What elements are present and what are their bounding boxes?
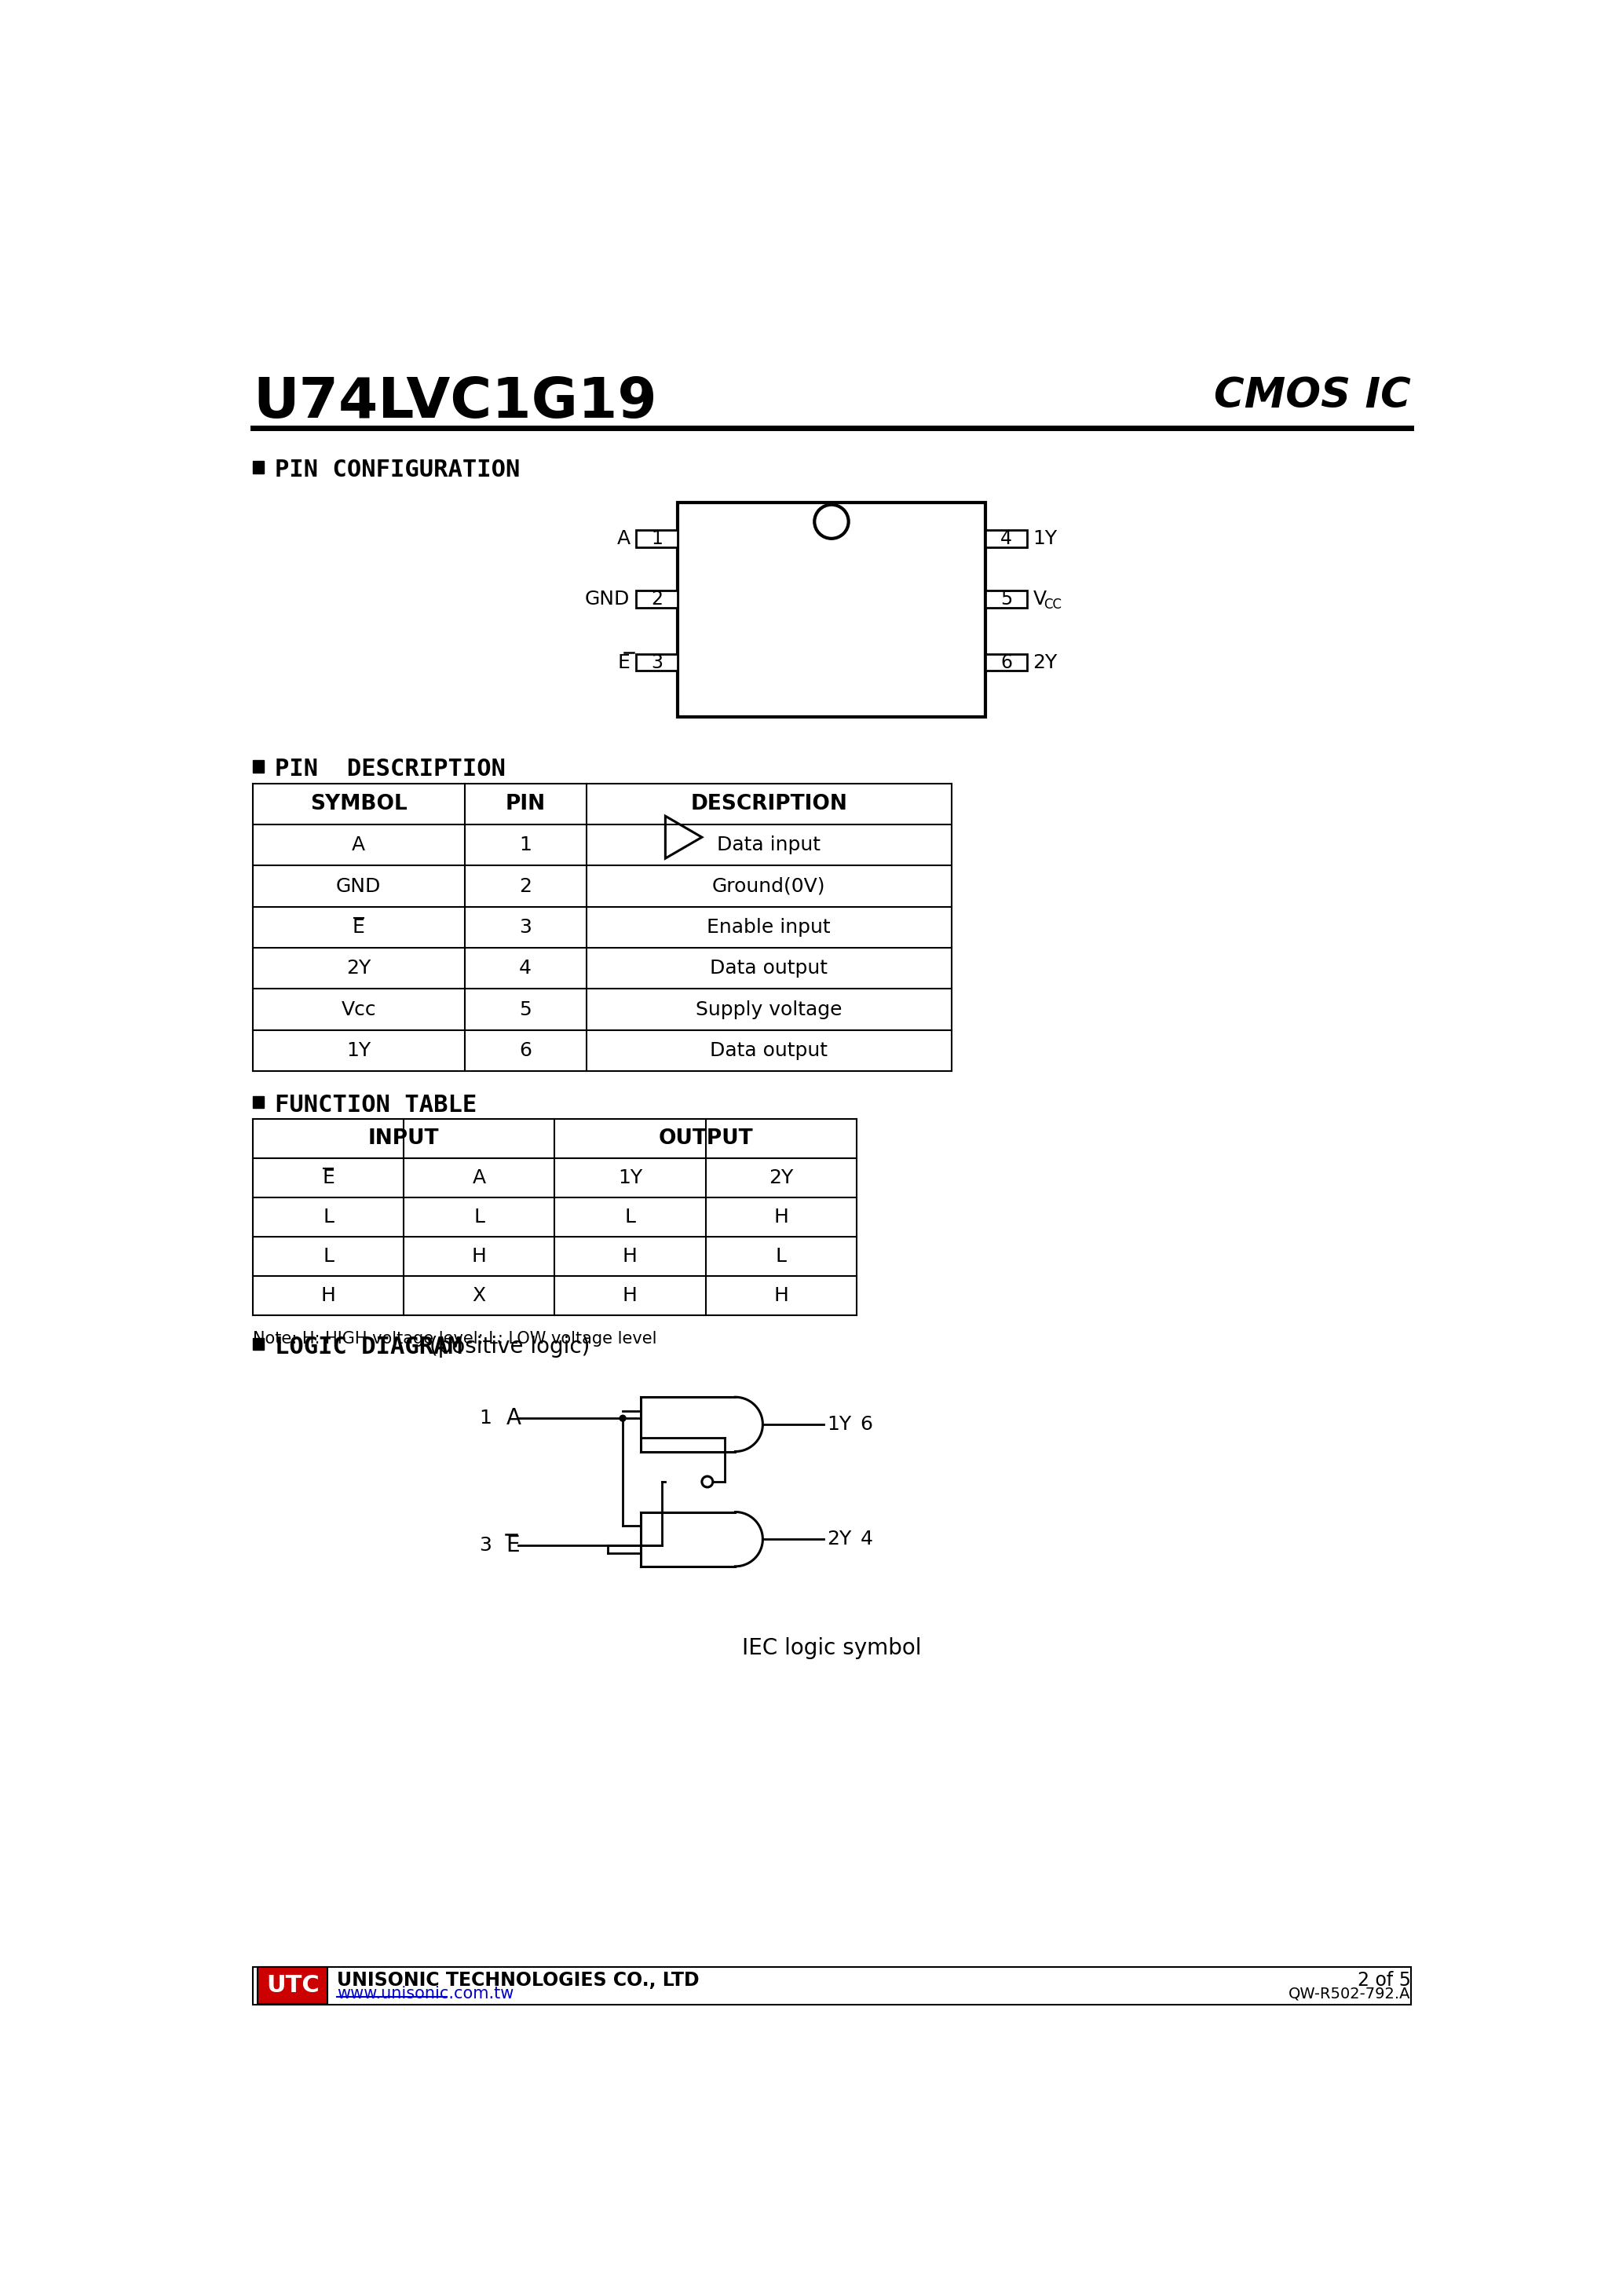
Text: 4: 4 [860, 1529, 873, 1548]
Text: PIN  DESCRIPTION: PIN DESCRIPTION [274, 758, 505, 781]
Text: 1Y: 1Y [826, 1414, 850, 1433]
Text: Data input: Data input [717, 836, 821, 854]
Text: A: A [352, 836, 365, 854]
Bar [253, 461, 263, 473]
Text: 2Y: 2Y [826, 1529, 850, 1548]
Text: 2 of 5: 2 of 5 [1357, 1970, 1410, 1988]
Text: H: H [774, 1286, 789, 1304]
Text: 5: 5 [519, 1001, 532, 1019]
Text: 3: 3 [479, 1536, 492, 1554]
Text: E: E [618, 652, 630, 673]
Bar [253, 1095, 263, 1109]
Text: Ground(0V): Ground(0V) [712, 877, 826, 895]
Text: DESCRIPTION: DESCRIPTION [690, 794, 847, 815]
Text: CMOS IC: CMOS IC [1214, 374, 1410, 416]
Text: 5: 5 [1000, 590, 1013, 608]
Text: SYMBOL: SYMBOL [310, 794, 407, 815]
Text: PIN CONFIGURATION: PIN CONFIGURATION [274, 459, 519, 482]
Text: 2: 2 [651, 590, 662, 608]
Text: Vcc: Vcc [341, 1001, 377, 1019]
Text: 3: 3 [519, 918, 532, 937]
Text: H: H [774, 1208, 789, 1226]
Text: Supply voltage: Supply voltage [696, 1001, 842, 1019]
Text: L: L [776, 1247, 787, 1265]
Text: Enable input: Enable input [708, 918, 831, 937]
Text: UNISONIC TECHNOLOGIES CO., LTD: UNISONIC TECHNOLOGIES CO., LTD [336, 1970, 700, 1988]
Text: OUTPUT: OUTPUT [659, 1127, 753, 1148]
Text: 1Y: 1Y [1032, 528, 1057, 549]
Text: 1Y: 1Y [346, 1040, 372, 1061]
Text: 4: 4 [1000, 528, 1013, 549]
Bar [636, 654, 677, 670]
Text: H: H [623, 1247, 638, 1265]
Text: X: X [472, 1286, 485, 1304]
Text: GND: GND [584, 590, 630, 608]
Text: UTC: UTC [266, 1975, 320, 1998]
Text: L: L [474, 1208, 485, 1226]
Text: 2: 2 [519, 877, 532, 895]
Circle shape [701, 1476, 712, 1488]
Text: QW-R502-792.A: QW-R502-792.A [1289, 1986, 1410, 2000]
Text: 1Y: 1Y [618, 1169, 643, 1187]
Text: 1: 1 [651, 528, 662, 549]
Text: FUNCTION TABLE: FUNCTION TABLE [274, 1093, 477, 1116]
Text: CC: CC [1044, 597, 1061, 611]
Text: E: E [506, 1534, 519, 1557]
Text: 2Y: 2Y [346, 960, 372, 978]
Bar [985, 654, 1027, 670]
Text: U74LVC1G19: U74LVC1G19 [253, 374, 657, 429]
Text: L: L [323, 1208, 334, 1226]
Text: www.unisonic.com.tw: www.unisonic.com.tw [336, 1986, 514, 2002]
Text: 3: 3 [651, 652, 662, 673]
Bar [258, 1968, 328, 2004]
Bar [636, 530, 677, 546]
Text: 1: 1 [519, 836, 532, 854]
Text: V: V [1032, 590, 1047, 608]
Text: IEC logic symbol: IEC logic symbol [742, 1637, 922, 1660]
Text: GND: GND [336, 877, 381, 895]
Text: L: L [323, 1247, 334, 1265]
Text: H: H [623, 1286, 638, 1304]
Text: A: A [617, 528, 630, 549]
Text: H: H [472, 1247, 487, 1265]
Bar [253, 1339, 263, 1350]
Bar [636, 590, 677, 608]
Text: E: E [321, 1169, 334, 1187]
Bar [985, 590, 1027, 608]
Text: PIN: PIN [505, 794, 545, 815]
Text: 2Y: 2Y [1032, 652, 1058, 673]
Text: LOGIC DIAGRAM: LOGIC DIAGRAM [274, 1336, 463, 1359]
Circle shape [815, 505, 849, 540]
Text: Data output: Data output [709, 960, 828, 978]
Text: E: E [352, 918, 365, 937]
Text: INPUT: INPUT [368, 1127, 440, 1148]
Text: H: H [321, 1286, 336, 1304]
Text: A: A [472, 1169, 485, 1187]
Text: L: L [625, 1208, 636, 1226]
Bar [677, 503, 985, 716]
Text: A: A [506, 1407, 521, 1428]
Text: Data output: Data output [709, 1040, 828, 1061]
Bar [985, 530, 1027, 546]
Text: 1: 1 [479, 1410, 492, 1428]
Bar [253, 1968, 1410, 2004]
Text: (positive logic): (positive logic) [430, 1336, 591, 1357]
Text: 6: 6 [1000, 652, 1013, 673]
Circle shape [618, 1414, 626, 1421]
Text: 6: 6 [860, 1414, 873, 1433]
Bar [253, 760, 263, 771]
Text: 6: 6 [519, 1040, 532, 1061]
Text: 2Y: 2Y [769, 1169, 794, 1187]
Text: 4: 4 [519, 960, 532, 978]
Text: Note: H: HIGH voltage level; L: LOW voltage level: Note: H: HIGH voltage level; L: LOW volt… [253, 1332, 657, 1345]
